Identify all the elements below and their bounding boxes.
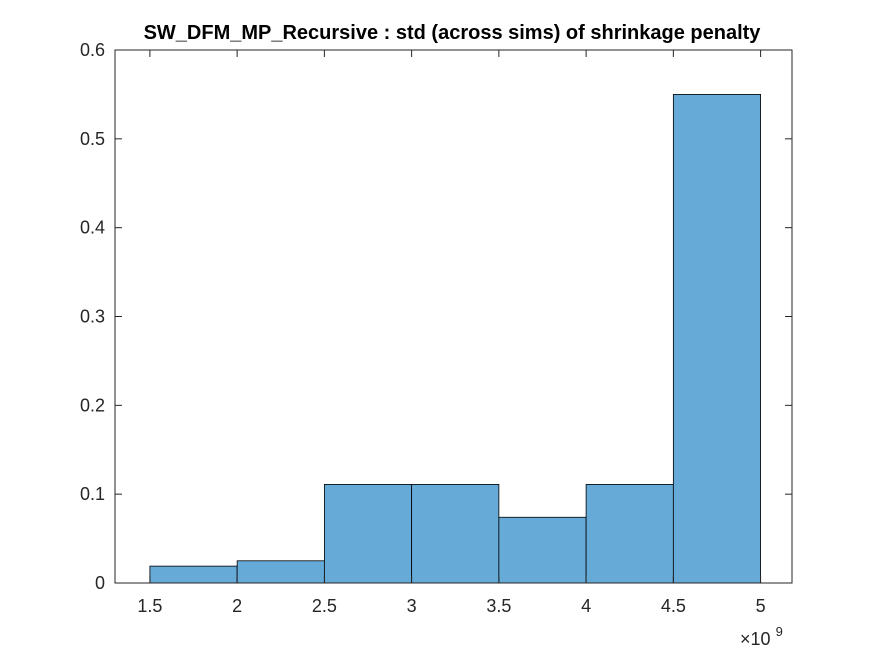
x-tick-label: 5 xyxy=(756,596,766,616)
x-tick-label: 2.5 xyxy=(312,596,337,616)
histogram-bar xyxy=(672,94,761,584)
histogram-bar xyxy=(323,483,413,584)
histogram-bar xyxy=(236,560,325,584)
x-axis-multiplier: ×10 9 xyxy=(740,624,783,649)
y-axis-ticks: 0 0.1 0.2 0.3 0.4 0.5 0.6 xyxy=(80,40,792,593)
x-tick-label: 4.5 xyxy=(661,596,686,616)
histogram-bar xyxy=(149,565,238,584)
y-tick-label: 0.5 xyxy=(80,129,105,149)
x-tick-label: 2 xyxy=(232,596,242,616)
chart-title: SW_DFM_MP_Recursive : std (across sims) … xyxy=(144,22,762,44)
y-tick-label: 0.4 xyxy=(80,218,105,238)
x-tick-label: 4 xyxy=(581,596,591,616)
y-tick-label: 0 xyxy=(95,573,105,593)
histogram-bar xyxy=(411,483,500,584)
y-tick-label: 0.6 xyxy=(80,40,105,60)
x-tick-label: 1.5 xyxy=(137,596,162,616)
x-axis-ticks: 1.5 2 2.5 3 3.5 4 4.5 5 xyxy=(137,50,766,616)
y-tick-label: 0.1 xyxy=(80,484,105,504)
x-axis-multiplier-exponent: 9 xyxy=(776,624,783,639)
x-axis-multiplier-base: ×10 xyxy=(740,629,771,649)
histogram-bar xyxy=(498,516,587,584)
x-tick-label: 3.5 xyxy=(486,596,511,616)
y-tick-label: 0.2 xyxy=(80,395,105,415)
bars-group xyxy=(149,94,761,584)
x-tick-label: 3 xyxy=(407,596,417,616)
y-tick-label: 0.3 xyxy=(80,307,105,327)
histogram-bar xyxy=(585,483,674,584)
